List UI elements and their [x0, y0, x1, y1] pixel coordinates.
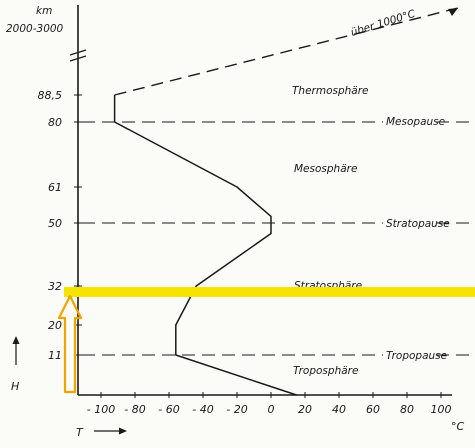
x-tick-label: - 40 — [192, 403, 213, 416]
x-tick-label: 60 — [366, 403, 380, 416]
x-tick-label: 20 — [298, 403, 312, 416]
temperature-profile-line — [115, 95, 297, 395]
x-tick-label: - 100 — [87, 403, 115, 416]
layer-label-mesosphere: Mesosphäre — [294, 163, 357, 175]
y-tick-label: 32 — [48, 280, 62, 293]
x-tick-label: 100 — [431, 403, 452, 416]
x-tick-label: - 20 — [226, 403, 247, 416]
h-axis-arrow — [13, 336, 20, 365]
y-tick-label: 88,5 — [38, 89, 63, 102]
x-tick-label: - 80 — [124, 403, 145, 416]
y-tick-label: 11 — [48, 349, 62, 362]
x-axis-label: T — [76, 426, 84, 439]
thermosphere-trend-line — [115, 8, 458, 95]
t-axis-arrow — [94, 428, 127, 435]
thermosphere-trend-label: über 1000°C — [349, 8, 417, 39]
layer-label-thermosphere: Thermosphäre — [292, 85, 369, 97]
boundary-label-tropopause: Tropopause — [386, 350, 447, 362]
y-tick-label: 50 — [48, 217, 62, 230]
y-axis-top-range: 2000-3000 — [6, 23, 64, 35]
layer-label-troposphere: Troposphäre — [293, 365, 358, 377]
x-tick-label: 0 — [268, 403, 275, 416]
x-tick-label: 80 — [400, 403, 414, 416]
x-axis-unit: °C — [451, 420, 465, 433]
boundary-label-stratopause: Stratopause — [386, 218, 450, 230]
y-tick-label: 20 — [48, 319, 62, 332]
x-tick-label: - 60 — [158, 403, 179, 416]
x-tick-label: 40 — [332, 403, 346, 416]
y-tick-label: 80 — [48, 116, 62, 129]
thermosphere-trend-arrowhead — [448, 8, 458, 16]
y-axis-label: H — [11, 380, 19, 393]
highlight-band — [64, 287, 475, 297]
y-tick-label: 61 — [48, 181, 62, 194]
y-axis-unit: km — [36, 5, 52, 17]
